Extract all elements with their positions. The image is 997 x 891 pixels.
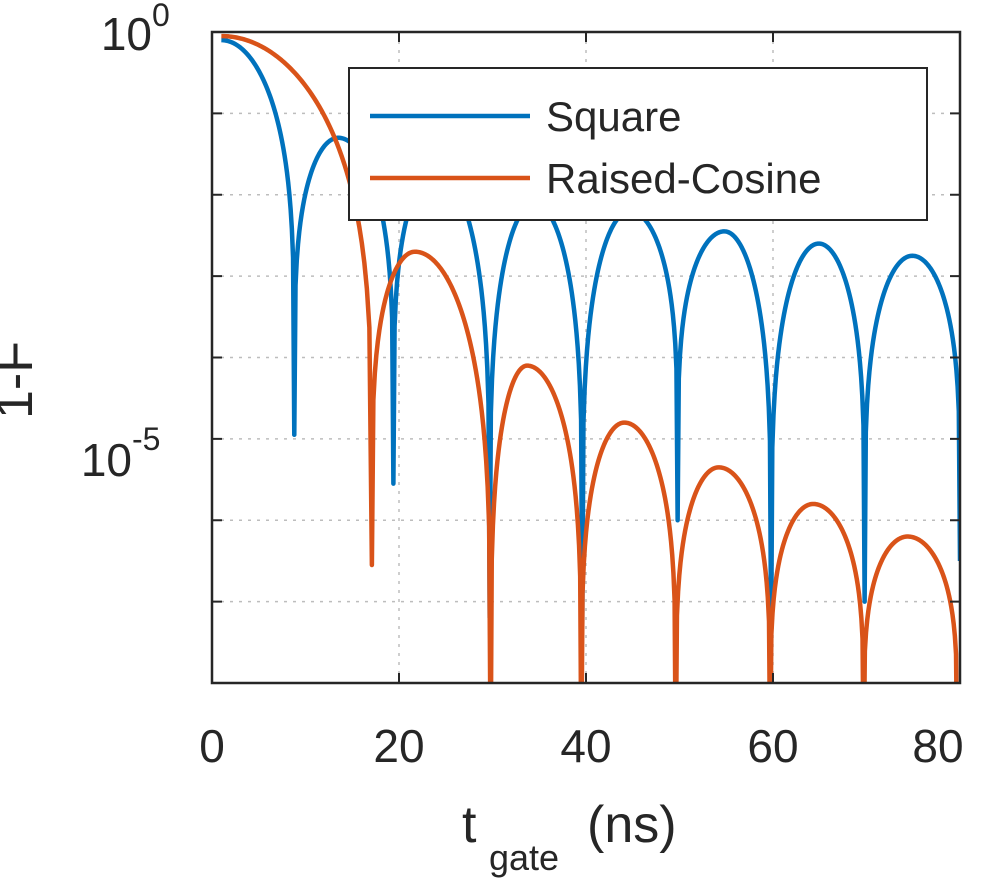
y-tick-label-1e0: 10 xyxy=(101,8,152,60)
legend: Square Raised-Cosine xyxy=(348,67,928,221)
series-line-raised-cosine xyxy=(221,33,959,683)
x-tick-labels: 0 20 40 60 80 xyxy=(199,720,963,772)
legend-label-raised-cosine: Raised-Cosine xyxy=(546,155,821,202)
tick-marks xyxy=(211,31,961,684)
legend-box xyxy=(348,67,928,221)
x-tick-label-20: 20 xyxy=(373,720,424,772)
x-axis-label-subscript: gate xyxy=(489,837,559,878)
y-tick-label-1e-5: 10 xyxy=(81,434,132,486)
x-tick-label-0: 0 xyxy=(199,720,225,772)
legend-label-square: Square xyxy=(546,93,681,140)
y-axis-label: 1-F xyxy=(0,341,44,419)
y-tick-label-1e0-exponent: 0 xyxy=(152,0,170,33)
y-tick-label-1e-5-exponent: -5 xyxy=(132,421,160,457)
series-layer xyxy=(220,33,960,683)
x-axis-label-unit: (ns) xyxy=(587,796,677,854)
x-axis-label: t gate (ns) xyxy=(462,796,677,878)
x-tick-label-40: 40 xyxy=(560,720,611,772)
y-tick-labels: 10 0 10 -5 xyxy=(81,0,170,486)
x-tick-label-60: 60 xyxy=(747,720,798,772)
x-tick-label-80: 80 xyxy=(912,720,963,772)
x-axis-label-main: t xyxy=(462,796,477,854)
series-line-square xyxy=(220,37,960,645)
